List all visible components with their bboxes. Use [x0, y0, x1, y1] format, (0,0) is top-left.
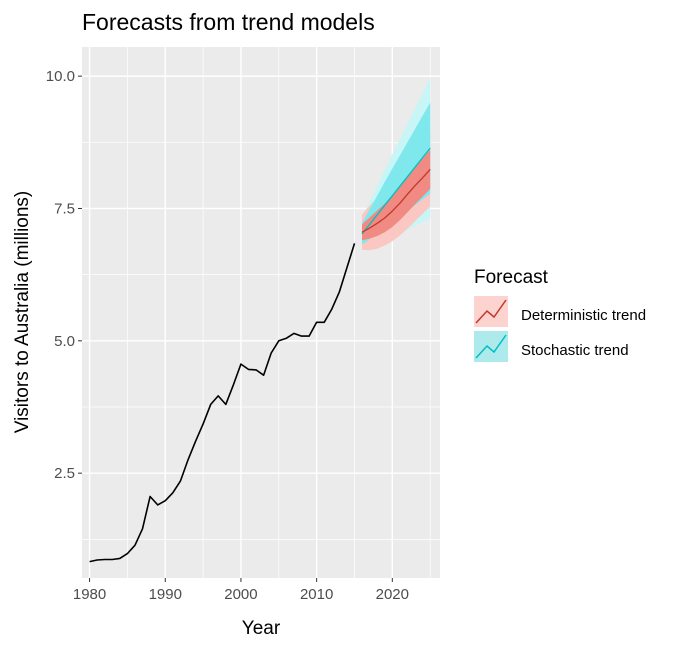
legend-title: Forecast	[474, 267, 549, 288]
grid-major	[82, 47, 440, 578]
legend: Forecast Deterministic trend Stochastic …	[474, 267, 646, 362]
legend-line-glyph	[475, 299, 507, 324]
y-tick-label: 2.5	[54, 465, 75, 482]
x-tick-label: 1990	[149, 586, 182, 603]
legend-swatch	[474, 331, 508, 362]
y-tick-label: 7.5	[54, 200, 75, 217]
plot-panel	[82, 47, 440, 578]
legend-key-deterministic	[474, 296, 508, 327]
y-tick-label: 5.0	[54, 333, 75, 350]
y-tick-label: 10.0	[46, 68, 75, 85]
legend-label-stochastic: Stochastic trend	[521, 342, 629, 359]
y-axis-ticks: 2.5 5.0 7.5 10.0	[46, 68, 82, 482]
chart-title: Forecasts from trend models	[82, 9, 375, 35]
legend-swatch	[474, 296, 508, 327]
x-tick-label: 2010	[300, 586, 333, 603]
x-axis-title: Year	[242, 618, 281, 639]
x-tick-label: 2000	[224, 586, 257, 603]
deterministic-trend-mean-line	[361, 168, 431, 233]
forecast-lines	[89, 147, 431, 563]
history-line	[89, 243, 356, 563]
x-tick-label: 2020	[376, 586, 409, 603]
legend-line-glyph	[475, 334, 507, 359]
x-axis-ticks: 1980 1990 2000 2010 2020	[73, 578, 409, 603]
x-tick-label: 1980	[73, 586, 106, 603]
legend-key-stochastic	[474, 331, 508, 362]
stochastic-trend-mean-line	[361, 147, 431, 235]
deterministic-trend-band-80	[362, 149, 431, 241]
legend-label-deterministic: Deterministic trend	[521, 307, 646, 324]
y-axis-title: Visitors to Australia (millions)	[12, 191, 33, 434]
